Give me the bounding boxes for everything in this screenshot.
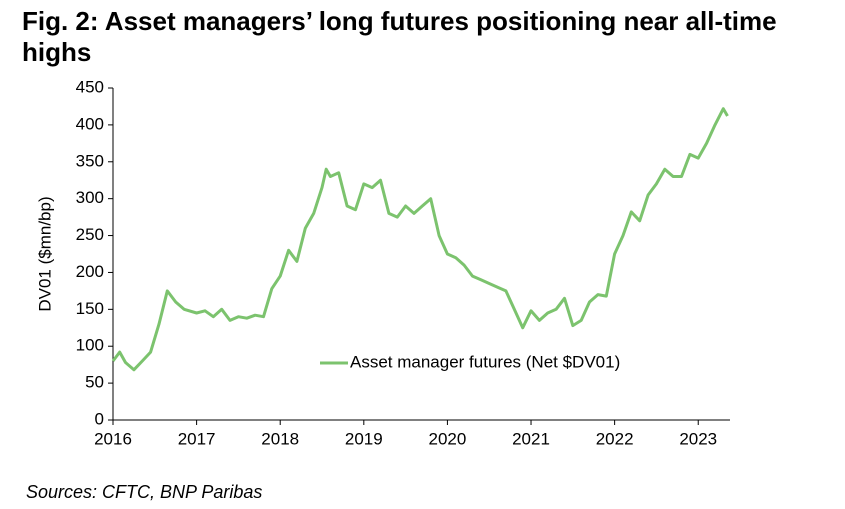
data-line — [111, 107, 729, 372]
x-tick-label: 2020 — [429, 429, 467, 448]
x-tick-label: 2018 — [261, 429, 299, 448]
y-tick-label: 450 — [76, 77, 104, 96]
chart-title: Fig. 2: Asset managers’ long futures pos… — [22, 6, 777, 67]
x-tick-label: 2017 — [178, 429, 216, 448]
y-tick-label: 150 — [76, 299, 104, 318]
x-tick-label: 2022 — [596, 429, 634, 448]
y-tick-label: 200 — [76, 262, 104, 281]
y-tick-label: 50 — [85, 373, 104, 392]
y-axis-label: DV01 ($mn/bp) — [35, 196, 54, 311]
x-tick-label: 2021 — [512, 429, 550, 448]
x-tick-label: 2019 — [345, 429, 383, 448]
x-tick-label: 2016 — [94, 429, 132, 448]
legend-label: Asset manager futures (Net $DV01) — [350, 352, 620, 371]
y-tick-label: 0 — [95, 409, 104, 428]
y-tick-label: 300 — [76, 188, 104, 207]
x-tick-label: 2023 — [679, 429, 717, 448]
y-tick-label: 250 — [76, 225, 104, 244]
source-note: Sources: CFTC, BNP Paribas — [26, 482, 263, 502]
y-tick-label: 100 — [76, 336, 104, 355]
y-tick-label: 400 — [76, 114, 104, 133]
y-tick-label: 350 — [76, 151, 104, 170]
